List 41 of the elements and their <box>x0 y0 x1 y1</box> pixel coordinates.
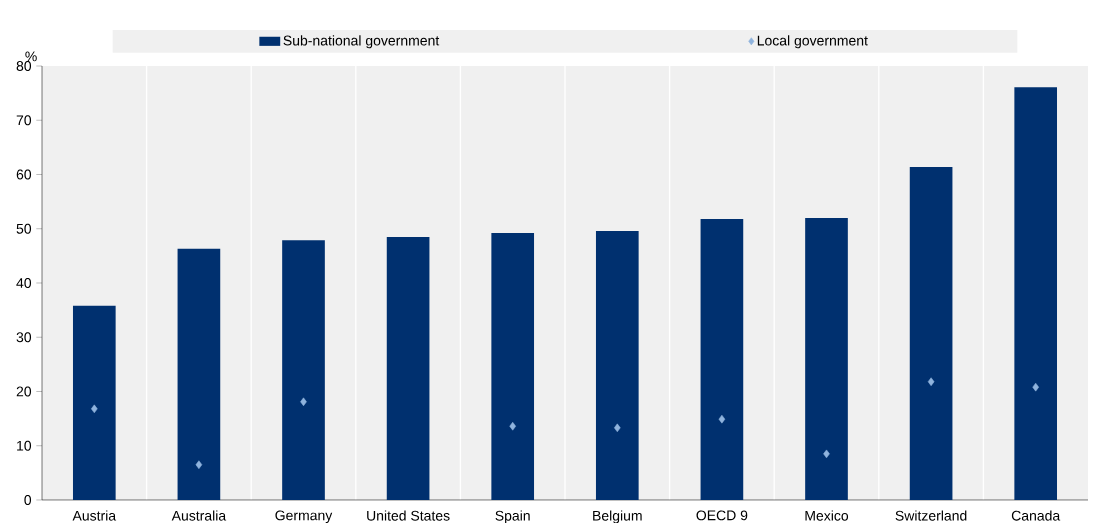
x-tick-label: Belgium <box>593 510 642 523</box>
y-tick-label: 20 <box>16 386 32 397</box>
legend-label: Local government <box>757 35 868 49</box>
bar <box>491 233 535 500</box>
point <box>823 449 830 459</box>
y-tick-label: 30 <box>16 332 32 343</box>
y-tick-label: 50 <box>16 223 32 234</box>
point <box>195 460 203 469</box>
point <box>300 397 307 407</box>
y-axis-title: % <box>25 51 37 62</box>
point <box>509 421 516 431</box>
bar <box>805 217 848 500</box>
y-tick-label: 10 <box>17 440 32 451</box>
x-tick-label: Australia <box>171 510 227 521</box>
y-tick-label: 80 <box>16 61 32 71</box>
x-tick-label: Mexico <box>805 510 849 521</box>
bar <box>282 240 325 500</box>
x-tick-label: Germany <box>275 510 333 523</box>
y-tick-label: 0 <box>24 495 32 505</box>
x-tick-label: United States <box>367 510 450 521</box>
bar <box>595 230 639 500</box>
point <box>1032 382 1039 392</box>
x-tick-label: OECD 9 <box>696 510 748 521</box>
bar <box>386 236 430 500</box>
y-tick-label: 40 <box>16 278 32 288</box>
x-tick-label: Switzerland <box>895 510 967 521</box>
x-tick-label: Spain <box>495 510 530 523</box>
point <box>91 404 98 414</box>
point <box>614 423 621 433</box>
bar <box>1014 87 1058 500</box>
x-tick-label: Austria <box>72 510 117 521</box>
y-tick-label: 70 <box>16 115 32 126</box>
bar <box>177 248 221 500</box>
legend-label: Sub-national government <box>283 35 440 49</box>
y-tick-label: 60 <box>16 169 32 180</box>
x-tick-label: Canada <box>1011 510 1061 521</box>
point <box>927 377 935 386</box>
bar <box>72 305 116 500</box>
point <box>718 414 726 424</box>
bar <box>700 218 744 500</box>
bar <box>909 166 953 500</box>
